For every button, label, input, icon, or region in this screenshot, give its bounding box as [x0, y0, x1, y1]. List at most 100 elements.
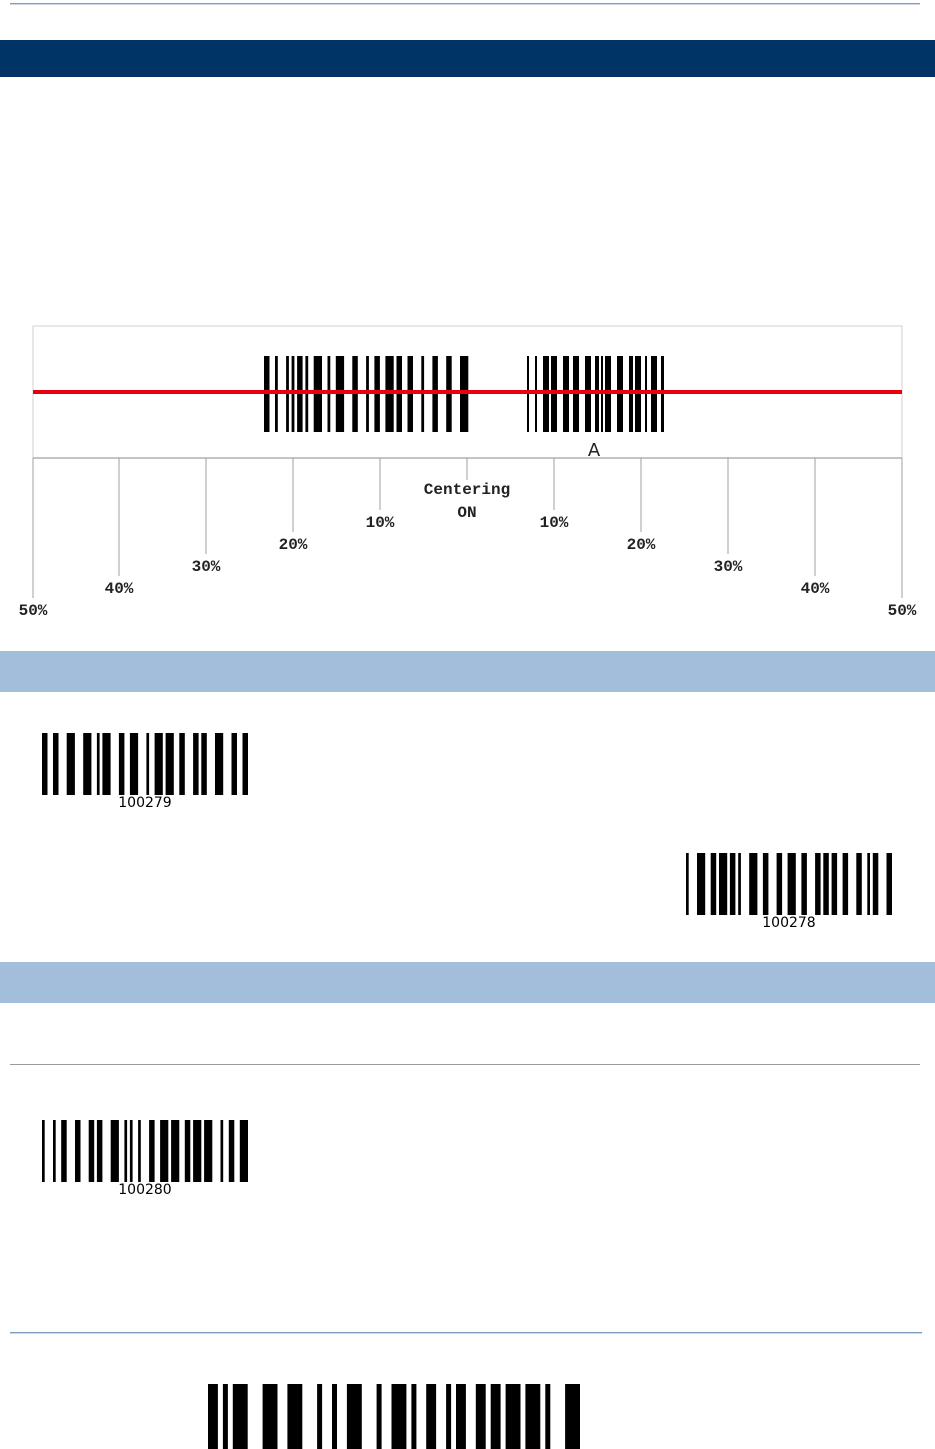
barcode-bar [66, 733, 75, 795]
barcode-bar [376, 1384, 382, 1449]
barcode-bar [204, 1120, 213, 1182]
tick-label-right-10: 10% [540, 514, 569, 532]
divider [10, 1064, 920, 1065]
barcode-bars [686, 853, 892, 915]
barcode-bar [831, 853, 838, 915]
tick-label-left-10: 10% [366, 514, 395, 532]
barcode-bar [83, 733, 92, 795]
header-rule [10, 3, 920, 5]
barcode-bar [317, 1384, 323, 1449]
barcode-bar [505, 1384, 521, 1449]
tick-lines [32, 458, 903, 598]
barcode-bar [138, 1120, 141, 1182]
barcode-bar [823, 853, 829, 915]
tick-label-right-30: 30% [714, 558, 743, 576]
barcode-bar [42, 733, 48, 795]
barcode-bar [118, 733, 125, 795]
barcode-bar [96, 733, 100, 795]
barcode-bars [42, 1120, 248, 1182]
barcode-bar [738, 853, 741, 915]
barcode-bar [776, 853, 783, 915]
barcode-bar [88, 1120, 95, 1182]
barcode-bar [96, 1120, 103, 1182]
barcode-bar [53, 733, 59, 795]
barcode-100279[interactable]: 100279 [42, 733, 248, 811]
tick-label-left-50: 50% [19, 602, 48, 620]
tick-label-right-40: 40% [801, 580, 830, 598]
barcode-bar [867, 853, 870, 915]
barcode-caption: 100279 [118, 795, 172, 811]
barcode-bar [872, 853, 879, 915]
tick-label-right-50: 50% [888, 602, 917, 620]
barcode-bar [411, 1384, 417, 1449]
center-label-line2: ON [457, 504, 476, 522]
barcode-bar [697, 853, 706, 915]
barcode-caption: 100280 [118, 1182, 172, 1198]
barcode-bar [231, 733, 237, 795]
sample-barcode-caption: A [588, 440, 601, 461]
barcode-bar [787, 853, 796, 915]
title-band [0, 40, 935, 77]
section-band-1 [0, 651, 935, 692]
barcode-bar [332, 1384, 337, 1449]
barcode-bar [565, 1384, 580, 1449]
barcode-bar [762, 853, 769, 915]
barcode-bar [201, 733, 207, 795]
barcode-bar [61, 1120, 67, 1182]
barcode-bar [262, 1384, 278, 1449]
barcode-bar [842, 853, 849, 915]
barcode-bar [124, 1120, 128, 1182]
barcode-bar [53, 1120, 56, 1182]
barcode-bar [242, 733, 248, 795]
barcode-bar [184, 1120, 191, 1182]
barcode-bar [856, 853, 862, 915]
center-label-line1: Centering [424, 481, 510, 499]
barcode-bar [456, 1384, 466, 1449]
barcode-bar [179, 733, 185, 795]
barcode-bar [446, 1384, 452, 1449]
barcode-bar [75, 1120, 81, 1182]
barcode-100278[interactable]: 100278 [686, 853, 892, 931]
barcode-bar [346, 1384, 362, 1449]
tick-label-left-40: 40% [105, 580, 134, 598]
barcode-bar [222, 1384, 228, 1449]
tick-label-left-30: 30% [192, 558, 221, 576]
barcode-bars [42, 733, 248, 795]
barcode-bar [239, 1120, 248, 1182]
barcode-bar [42, 1120, 45, 1182]
barcode-bar [801, 853, 807, 915]
barcode-bar [193, 1120, 202, 1182]
barcode-100280[interactable]: 100280 [42, 1120, 248, 1198]
barcode-bar [146, 733, 150, 795]
barcode-bar [129, 1120, 133, 1182]
barcode-bar [391, 1384, 407, 1449]
barcode-bar [545, 1384, 551, 1449]
barcode-bar [129, 733, 139, 795]
barcode-bar [815, 853, 821, 915]
barcode-bar [426, 1384, 437, 1449]
barcode-bar [749, 853, 758, 915]
barcode-bar [710, 853, 717, 915]
barcode-bar [171, 1120, 180, 1182]
barcode-bar [686, 853, 689, 915]
barcode-bar [525, 1384, 541, 1449]
footer-barcode[interactable] [208, 1384, 580, 1449]
barcode-bar [149, 1120, 155, 1182]
barcode-bar [193, 733, 199, 795]
barcode-bar [490, 1384, 501, 1449]
barcode-bar [220, 1120, 224, 1182]
barcode-bar [475, 1384, 486, 1449]
tick-label-right-20: 20% [627, 536, 656, 554]
barcode-bar [110, 1120, 119, 1182]
barcode-bar [729, 853, 736, 915]
centering-diagram: A Centering ON 10% 20% 30% 40% 50% 10% 2… [19, 325, 917, 620]
footer-rule [10, 1332, 922, 1334]
barcode-bar [215, 733, 224, 795]
barcode-caption: 100278 [762, 915, 816, 931]
barcode-bar [719, 853, 728, 915]
barcode-bar [287, 1384, 303, 1449]
barcode-bar [165, 733, 174, 795]
barcode-bar [886, 853, 892, 915]
section-band-2 [0, 962, 935, 1003]
barcode-bar [154, 733, 163, 795]
